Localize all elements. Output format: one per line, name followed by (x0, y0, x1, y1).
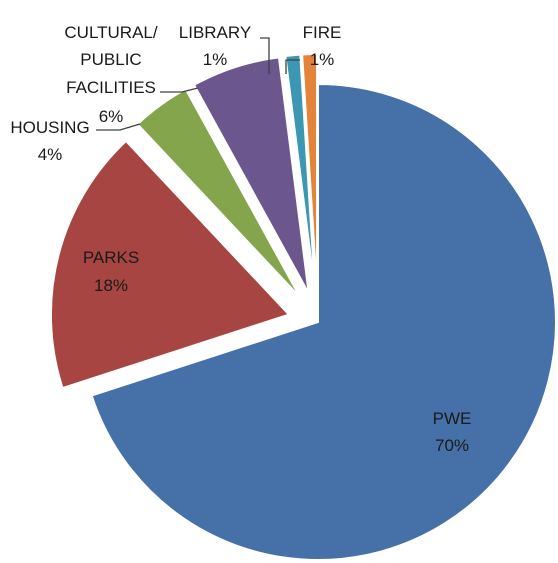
label-fire: FIRE (303, 23, 342, 42)
leader-line-fire (285, 59, 300, 74)
percent-pwe: 70% (435, 436, 469, 455)
percent-cultural: 6% (99, 107, 124, 126)
label-parks: PARKS (83, 248, 139, 267)
label-cultural-line1: CULTURAL/ (64, 23, 157, 42)
percent-library: 1% (203, 50, 228, 69)
pie-slice-fire (301, 53, 319, 293)
data-labels: PWE 70% PARKS 18% HOUSING 4% CULTURAL/ P… (10, 23, 471, 455)
label-housing: HOUSING (10, 118, 89, 137)
label-library: LIBRARY (179, 23, 251, 42)
leader-line-cultural (160, 87, 199, 93)
label-pwe: PWE (433, 409, 472, 428)
percent-parks: 18% (94, 276, 128, 295)
pie-slice-pwe (90, 82, 557, 561)
pie-slice-parks (49, 139, 291, 390)
pie-slice-library (284, 53, 317, 293)
percent-fire: 1% (310, 50, 335, 69)
pie-slice-cultural-public-facilities (192, 56, 310, 294)
leader-lines (96, 37, 300, 131)
leader-line-library (260, 37, 270, 74)
label-cultural-line2: PUBLIC (80, 50, 141, 69)
percent-housing: 4% (38, 145, 63, 164)
label-cultural-line3: FACILITIES (66, 78, 156, 97)
leader-line-housing (96, 123, 141, 131)
pie-slices (49, 53, 557, 561)
